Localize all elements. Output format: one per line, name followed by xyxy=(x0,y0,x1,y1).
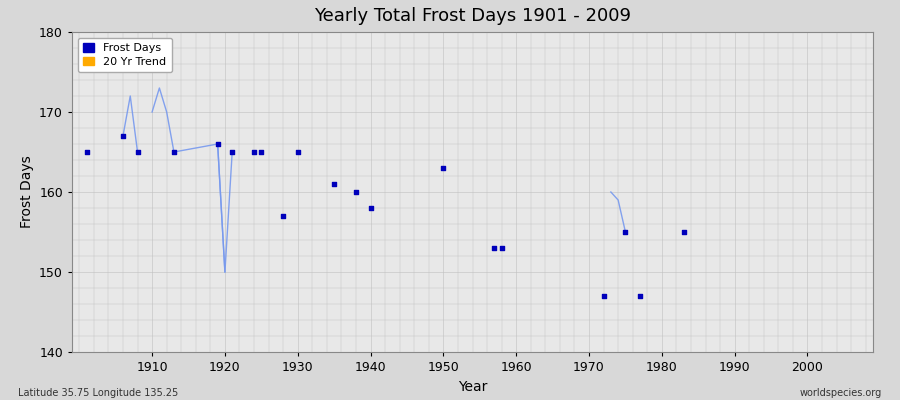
Point xyxy=(116,133,130,139)
Point xyxy=(487,245,501,251)
Point xyxy=(364,205,378,211)
X-axis label: Year: Year xyxy=(458,380,487,394)
Point xyxy=(349,189,364,195)
Point xyxy=(291,149,305,155)
Point xyxy=(166,149,181,155)
Point xyxy=(677,229,691,235)
Point xyxy=(79,149,94,155)
Point xyxy=(130,149,145,155)
Point xyxy=(211,141,225,147)
Point xyxy=(597,293,611,299)
Y-axis label: Frost Days: Frost Days xyxy=(20,156,33,228)
Point xyxy=(327,181,341,187)
Point xyxy=(494,245,508,251)
Legend: Frost Days, 20 Yr Trend: Frost Days, 20 Yr Trend xyxy=(77,38,172,72)
Title: Yearly Total Frost Days 1901 - 2009: Yearly Total Frost Days 1901 - 2009 xyxy=(314,7,631,25)
Point xyxy=(633,293,647,299)
Point xyxy=(436,165,451,171)
Point xyxy=(254,149,268,155)
Text: worldspecies.org: worldspecies.org xyxy=(800,388,882,398)
Point xyxy=(276,213,291,219)
Point xyxy=(225,149,239,155)
Point xyxy=(247,149,261,155)
Text: Latitude 35.75 Longitude 135.25: Latitude 35.75 Longitude 135.25 xyxy=(18,388,178,398)
Point xyxy=(618,229,633,235)
